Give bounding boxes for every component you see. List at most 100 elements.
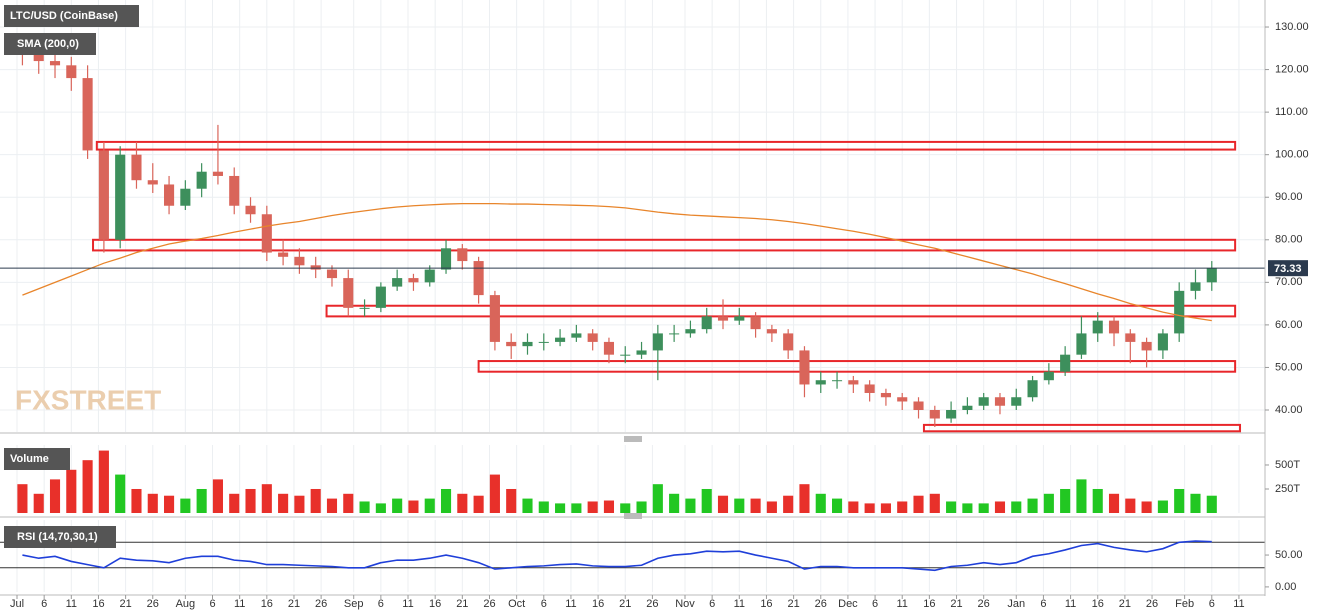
volume-bar <box>229 493 240 513</box>
candle-body <box>33 52 44 62</box>
volume-bar <box>669 493 680 513</box>
candle-body <box>66 65 77 79</box>
x-tick-label: 11 <box>1233 598 1244 610</box>
volume-bar <box>98 450 109 513</box>
volume-bar <box>978 503 989 513</box>
candle-body <box>685 329 696 334</box>
candle-body <box>783 333 794 351</box>
volume-bar <box>1043 493 1054 513</box>
candle-body <box>196 171 207 189</box>
candle-body <box>897 397 908 402</box>
x-tick-label: 16 <box>923 598 935 610</box>
candle-body <box>962 405 973 410</box>
candle-body <box>620 354 631 356</box>
volume-bar <box>457 493 468 513</box>
volume-bar <box>783 495 794 513</box>
x-tick-label: 26 <box>315 598 327 610</box>
volume-bar <box>1076 479 1087 513</box>
y-tick-label: 90.00 <box>1275 191 1303 203</box>
volume-title: Volume <box>10 453 49 465</box>
candle-body <box>82 78 93 151</box>
volume-bar <box>701 488 712 513</box>
x-tick-label: 16 <box>261 598 273 610</box>
x-tick-label: 26 <box>815 598 827 610</box>
volume-bar <box>1108 493 1120 513</box>
x-tick-label: Feb <box>1175 598 1194 610</box>
x-tick-label: 21 <box>119 598 131 610</box>
x-tick-label: Aug <box>176 598 196 610</box>
volume-bar <box>685 498 696 513</box>
volume-bar <box>245 488 256 513</box>
volume-bar <box>66 469 77 513</box>
support-zone <box>922 423 1242 433</box>
x-tick-label: 11 <box>402 598 413 610</box>
candle-body <box>929 410 940 419</box>
last-price-label: 73.33 <box>1274 263 1302 275</box>
candle-body <box>359 307 370 309</box>
candle-body <box>1043 371 1054 381</box>
candle-body <box>457 248 468 262</box>
candle-body <box>978 397 989 406</box>
volume-bar <box>1174 488 1185 513</box>
volume-bar <box>473 495 484 513</box>
volume-bar <box>17 484 28 513</box>
pane-grip[interactable] <box>624 436 642 442</box>
candle-body <box>49 61 61 66</box>
candle-body <box>652 333 663 351</box>
volume-bar <box>897 501 908 513</box>
candle-body <box>538 341 549 343</box>
x-tick-label: 6 <box>709 598 715 610</box>
x-tick-label: 11 <box>66 598 77 610</box>
volume-bar <box>180 498 191 513</box>
volume-bar <box>603 500 615 513</box>
volume-bar <box>375 503 386 513</box>
y-tick-label: 500T <box>1275 459 1300 471</box>
x-tick-label: 11 <box>565 598 576 610</box>
candle-body <box>636 350 647 355</box>
candle-body <box>473 261 484 296</box>
candle-body <box>1108 320 1120 334</box>
candle-body <box>587 333 598 342</box>
volume-bar <box>440 488 452 513</box>
candle-body <box>522 341 533 347</box>
volume-bar <box>278 493 289 513</box>
x-tick-label: Nov <box>675 598 695 610</box>
candle-body <box>766 329 777 334</box>
x-tick-label: 6 <box>1209 598 1215 610</box>
y-tick-label: 80.00 <box>1275 234 1303 246</box>
candle-body <box>489 295 500 342</box>
candle-body <box>115 154 126 240</box>
candle-body <box>1092 320 1103 334</box>
volume-bar <box>489 474 500 513</box>
y-tick-label: 110.00 <box>1275 106 1308 118</box>
candle-body <box>1206 268 1217 283</box>
volume-bar <box>196 488 207 513</box>
legend-box <box>4 33 96 55</box>
candle-body <box>669 333 680 335</box>
volume-bar <box>636 501 647 513</box>
x-tick-label: 21 <box>619 598 631 610</box>
support-zone <box>95 140 1237 151</box>
volume-bar <box>326 498 338 513</box>
x-tick-label: Oct <box>508 598 525 610</box>
volume-bar <box>359 501 370 513</box>
x-tick-label: 6 <box>378 598 384 610</box>
x-tick-label: 11 <box>234 598 245 610</box>
rsi-line <box>22 540 1212 572</box>
sma-legend: SMA (200,0) <box>17 38 79 50</box>
volume-bar <box>506 488 517 513</box>
candle-body <box>1157 333 1168 351</box>
candle-body <box>212 171 223 176</box>
candle-body <box>424 269 435 283</box>
x-tick-label: 11 <box>897 598 908 610</box>
pane-grip[interactable] <box>624 513 642 519</box>
x-tick-label: 26 <box>1146 598 1158 610</box>
volume-bar <box>864 503 875 513</box>
x-tick-label: 6 <box>209 598 215 610</box>
volume-bar <box>962 503 973 513</box>
x-tick-label: 11 <box>734 598 745 610</box>
candle-body <box>1076 333 1087 355</box>
legend-box <box>4 5 139 27</box>
y-tick-label: 50.00 <box>1275 549 1303 561</box>
